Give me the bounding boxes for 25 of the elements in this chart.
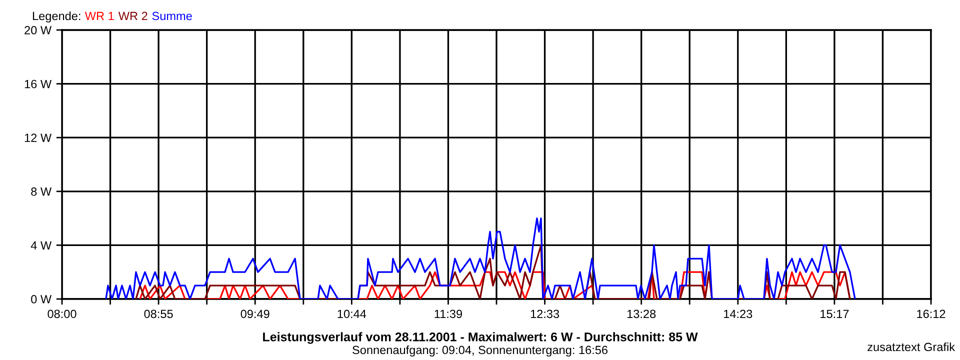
text: zusatztext Grafik xyxy=(868,342,956,352)
text: WR 1 xyxy=(84,12,114,20)
line-series xyxy=(105,217,856,299)
x-tick-label: 15:17 xyxy=(820,310,849,318)
x-tick-label: 13:28 xyxy=(627,310,656,318)
x-tick-label: 08:00 xyxy=(48,310,76,318)
y-tick-label: 4 W xyxy=(30,241,52,250)
x-tick-label: 08:55 xyxy=(144,310,173,318)
text: Sonnenaufgang: 09:04, Sonnenuntergang: 16:56 xyxy=(352,346,608,356)
y-tick-label: 0 W xyxy=(31,295,52,304)
y-tick-label: 16 W xyxy=(24,80,52,88)
text: Leistungsverlauf vom 28.11.2001 - Maximalwert: 6 W - Durchschnitt: 85 W xyxy=(263,332,698,344)
text: Summe xyxy=(152,12,192,20)
x-tick-label: 12:33 xyxy=(530,310,560,318)
y-tick-label: 12 W xyxy=(24,134,52,142)
x-tick-label: 14:23 xyxy=(724,310,752,318)
x-tick-label: 09:49 xyxy=(240,310,270,318)
y-tick-label: 8 W xyxy=(31,187,52,196)
x-tick-label: 10:44 xyxy=(338,310,366,318)
x-tick-label: 11:39 xyxy=(434,310,462,318)
text: WR 2 xyxy=(118,12,148,20)
x-tick-label: 16:12 xyxy=(917,310,946,318)
line-series xyxy=(135,244,851,299)
legend-title: Legende: xyxy=(32,12,80,22)
y-tick-label: 20 W xyxy=(24,26,52,34)
